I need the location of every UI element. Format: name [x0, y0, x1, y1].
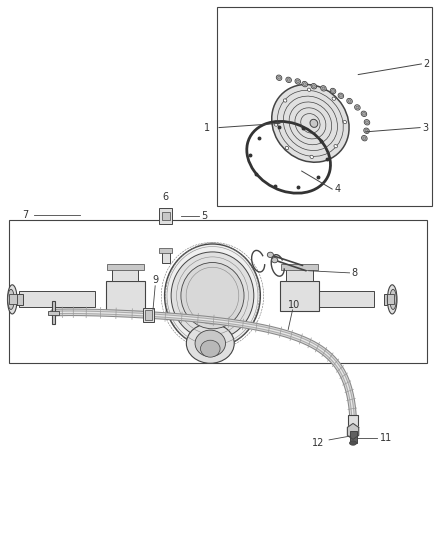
Bar — [107, 264, 144, 270]
Text: 2: 2 — [424, 59, 430, 69]
Ellipse shape — [195, 330, 226, 357]
Ellipse shape — [267, 252, 273, 257]
Ellipse shape — [334, 144, 337, 148]
Ellipse shape — [322, 87, 325, 90]
Bar — [217, 7, 432, 206]
Bar — [143, 308, 154, 322]
Bar — [12, 294, 23, 305]
Ellipse shape — [330, 88, 336, 94]
Ellipse shape — [338, 93, 344, 99]
Ellipse shape — [388, 285, 397, 314]
Bar — [348, 416, 358, 427]
Bar — [159, 248, 173, 253]
Ellipse shape — [348, 100, 351, 102]
Bar — [350, 431, 357, 443]
Ellipse shape — [307, 88, 311, 91]
Ellipse shape — [347, 99, 352, 104]
Bar — [281, 264, 318, 270]
Ellipse shape — [355, 104, 360, 110]
Ellipse shape — [186, 324, 234, 364]
Bar — [48, 311, 59, 315]
Text: 11: 11 — [380, 433, 392, 443]
Bar — [19, 292, 95, 308]
Ellipse shape — [295, 79, 300, 84]
Text: 6: 6 — [163, 192, 169, 202]
Text: 3: 3 — [423, 123, 429, 133]
Text: 12: 12 — [312, 438, 325, 448]
Text: 7: 7 — [22, 210, 28, 220]
Ellipse shape — [310, 155, 314, 158]
Ellipse shape — [201, 340, 220, 357]
Ellipse shape — [332, 90, 335, 92]
Ellipse shape — [364, 119, 370, 125]
Ellipse shape — [296, 80, 299, 83]
Ellipse shape — [343, 120, 346, 124]
Bar — [145, 310, 152, 320]
Ellipse shape — [171, 252, 254, 340]
Ellipse shape — [285, 147, 289, 150]
Ellipse shape — [311, 84, 317, 89]
Bar — [280, 281, 319, 311]
Ellipse shape — [272, 257, 278, 263]
Polygon shape — [347, 423, 359, 439]
Text: 8: 8 — [352, 268, 358, 278]
Ellipse shape — [286, 77, 291, 83]
Text: 1: 1 — [204, 123, 210, 133]
Bar — [162, 251, 170, 263]
Ellipse shape — [332, 97, 336, 100]
Ellipse shape — [363, 137, 366, 140]
Ellipse shape — [8, 289, 14, 310]
Ellipse shape — [362, 112, 365, 115]
Ellipse shape — [312, 85, 315, 87]
Bar — [9, 294, 17, 304]
Ellipse shape — [302, 82, 307, 87]
Ellipse shape — [181, 263, 244, 329]
Ellipse shape — [310, 119, 318, 127]
Bar — [286, 268, 313, 281]
Text: 5: 5 — [201, 211, 208, 221]
Ellipse shape — [272, 84, 349, 162]
Ellipse shape — [362, 135, 367, 141]
Bar — [113, 268, 138, 281]
Bar — [387, 294, 394, 304]
Ellipse shape — [276, 75, 282, 80]
Ellipse shape — [278, 76, 281, 79]
Ellipse shape — [356, 106, 359, 109]
Ellipse shape — [390, 289, 396, 310]
Ellipse shape — [364, 128, 369, 133]
Bar — [162, 212, 170, 220]
Bar — [159, 208, 173, 224]
Ellipse shape — [165, 244, 260, 348]
Bar — [52, 301, 55, 324]
Bar — [9, 220, 427, 363]
Ellipse shape — [339, 94, 343, 97]
Bar — [385, 294, 395, 305]
Bar — [106, 281, 145, 311]
Text: 4: 4 — [335, 184, 341, 194]
Ellipse shape — [321, 86, 326, 91]
Ellipse shape — [350, 441, 357, 445]
Ellipse shape — [287, 78, 290, 81]
Ellipse shape — [365, 121, 368, 124]
Bar — [313, 292, 374, 308]
Ellipse shape — [361, 111, 367, 117]
Ellipse shape — [303, 83, 306, 85]
Text: 9: 9 — [152, 276, 158, 286]
Ellipse shape — [283, 99, 287, 102]
Ellipse shape — [7, 285, 17, 314]
Ellipse shape — [365, 130, 368, 132]
Text: 10: 10 — [288, 300, 300, 310]
Ellipse shape — [274, 123, 278, 126]
